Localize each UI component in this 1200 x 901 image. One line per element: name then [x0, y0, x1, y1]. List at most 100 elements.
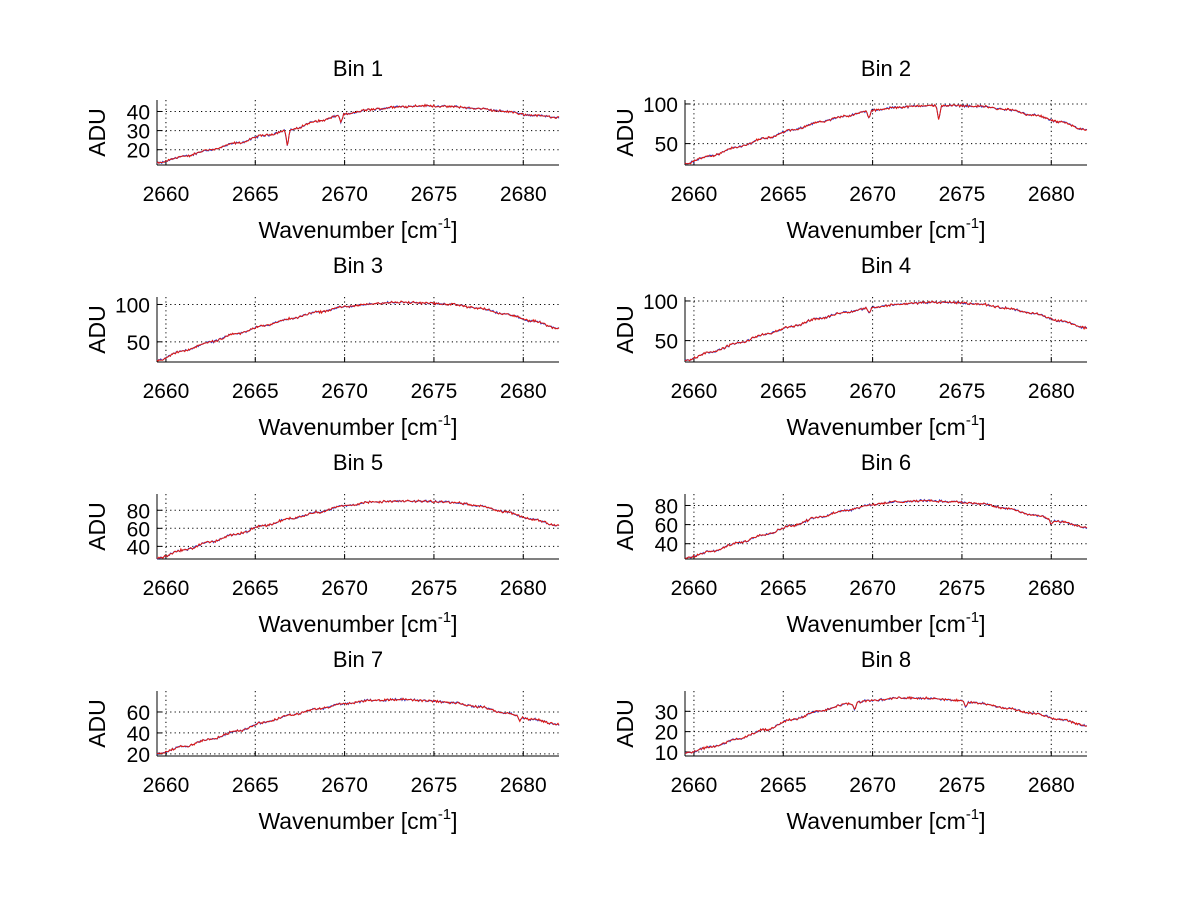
y-tick-label: 60 — [127, 702, 150, 725]
x-tick-label: 2665 — [232, 183, 279, 206]
x-axis-label: Wavenumber [cm-1] — [258, 806, 457, 834]
x-axis-label: Wavenumber [cm-1] — [258, 609, 457, 637]
x-tick-label: 2675 — [939, 183, 986, 206]
series-line-red — [156, 697, 560, 755]
x-tick-label: 2675 — [411, 183, 458, 206]
y-tick-label: 100 — [643, 94, 678, 117]
x-tick-label: 2660 — [143, 774, 190, 797]
series-line-blue — [684, 695, 1088, 754]
series-line-red — [684, 695, 1087, 754]
x-tick-label: 2665 — [760, 183, 807, 206]
y-axis-label: ADU — [84, 699, 110, 748]
series-line-blue — [684, 301, 1088, 362]
y-tick-label: 100 — [115, 294, 150, 317]
x-tick-label: 2680 — [1028, 774, 1075, 797]
x-tick-label: 2660 — [143, 380, 190, 403]
series-line-red — [684, 103, 1088, 165]
y-tick-label: 20 — [127, 744, 150, 767]
x-tick-label: 2670 — [849, 183, 896, 206]
y-tick-label: 10 — [655, 742, 678, 765]
y-axis-label: ADU — [612, 305, 638, 354]
series-line-blue — [684, 498, 1088, 559]
y-tick-label: 20 — [655, 722, 678, 745]
x-tick-label: 2670 — [321, 380, 368, 403]
series-line-red — [684, 498, 1088, 559]
x-tick-label: 2680 — [500, 577, 547, 600]
x-tick-label: 2670 — [321, 183, 368, 206]
x-tick-label: 2665 — [760, 380, 807, 403]
series-line-blue — [684, 103, 1088, 165]
subplot-title: Bin 2 — [861, 56, 911, 81]
y-tick-label: 50 — [655, 134, 678, 157]
y-tick-label: 30 — [127, 121, 150, 144]
x-tick-label: 2670 — [849, 774, 896, 797]
series-line-blue — [156, 697, 560, 756]
y-tick-label: 20 — [127, 140, 150, 163]
x-tick-label: 2675 — [939, 577, 986, 600]
y-axis-label: ADU — [84, 108, 110, 157]
y-tick-label: 50 — [655, 331, 678, 354]
subplot-title: Bin 1 — [333, 56, 383, 81]
y-tick-label: 80 — [655, 495, 678, 518]
x-tick-label: 2670 — [321, 774, 368, 797]
y-tick-label: 50 — [127, 332, 150, 355]
x-tick-label: 2680 — [1028, 183, 1075, 206]
x-axis-label: Wavenumber [cm-1] — [786, 412, 985, 440]
x-tick-label: 2660 — [671, 774, 718, 797]
x-axis-label: Wavenumber [cm-1] — [258, 412, 457, 440]
x-tick-label: 2680 — [1028, 380, 1075, 403]
y-tick-label: 80 — [127, 500, 150, 523]
series-line-red — [156, 499, 560, 560]
x-tick-label: 2665 — [760, 577, 807, 600]
y-axis-label: ADU — [84, 502, 110, 551]
x-tick-label: 2665 — [232, 774, 279, 797]
y-tick-label: 60 — [127, 518, 150, 541]
x-tick-label: 2680 — [500, 774, 547, 797]
x-tick-label: 2675 — [939, 774, 986, 797]
x-tick-label: 2660 — [671, 380, 718, 403]
x-axis-label: Wavenumber [cm-1] — [786, 215, 985, 243]
x-tick-label: 2680 — [500, 380, 547, 403]
x-tick-label: 2660 — [143, 577, 190, 600]
y-axis-label: ADU — [612, 502, 638, 551]
x-tick-label: 2675 — [411, 380, 458, 403]
x-tick-label: 2665 — [232, 380, 279, 403]
subplot-title: Bin 7 — [333, 647, 383, 672]
y-tick-label: 40 — [127, 723, 150, 746]
x-tick-label: 2660 — [143, 183, 190, 206]
y-axis-label: ADU — [612, 108, 638, 157]
y-tick-label: 30 — [655, 701, 678, 724]
y-tick-label: 40 — [127, 536, 150, 559]
series-line-blue — [156, 300, 560, 362]
y-axis-label: ADU — [84, 305, 110, 354]
subplot-title: Bin 5 — [333, 450, 383, 475]
series-line-red — [156, 103, 560, 164]
subplot-title: Bin 8 — [861, 647, 911, 672]
x-tick-label: 2660 — [671, 183, 718, 206]
series-line-blue — [156, 499, 560, 560]
x-tick-label: 2660 — [671, 577, 718, 600]
x-axis-label: Wavenumber [cm-1] — [786, 806, 985, 834]
x-tick-label: 2665 — [760, 774, 807, 797]
subplot-title: Bin 6 — [861, 450, 911, 475]
x-tick-label: 2675 — [411, 774, 458, 797]
x-tick-label: 2675 — [939, 380, 986, 403]
subplot-title: Bin 4 — [861, 253, 911, 278]
y-tick-label: 40 — [655, 534, 678, 557]
x-axis-label: Wavenumber [cm-1] — [786, 609, 985, 637]
y-tick-label: 40 — [127, 101, 150, 124]
series-line-red — [684, 300, 1088, 362]
subplot-title: Bin 3 — [333, 253, 383, 278]
series-line-blue — [156, 103, 560, 165]
x-axis-label: Wavenumber [cm-1] — [258, 215, 457, 243]
series-line-red — [156, 300, 560, 362]
y-tick-label: 100 — [643, 291, 678, 314]
